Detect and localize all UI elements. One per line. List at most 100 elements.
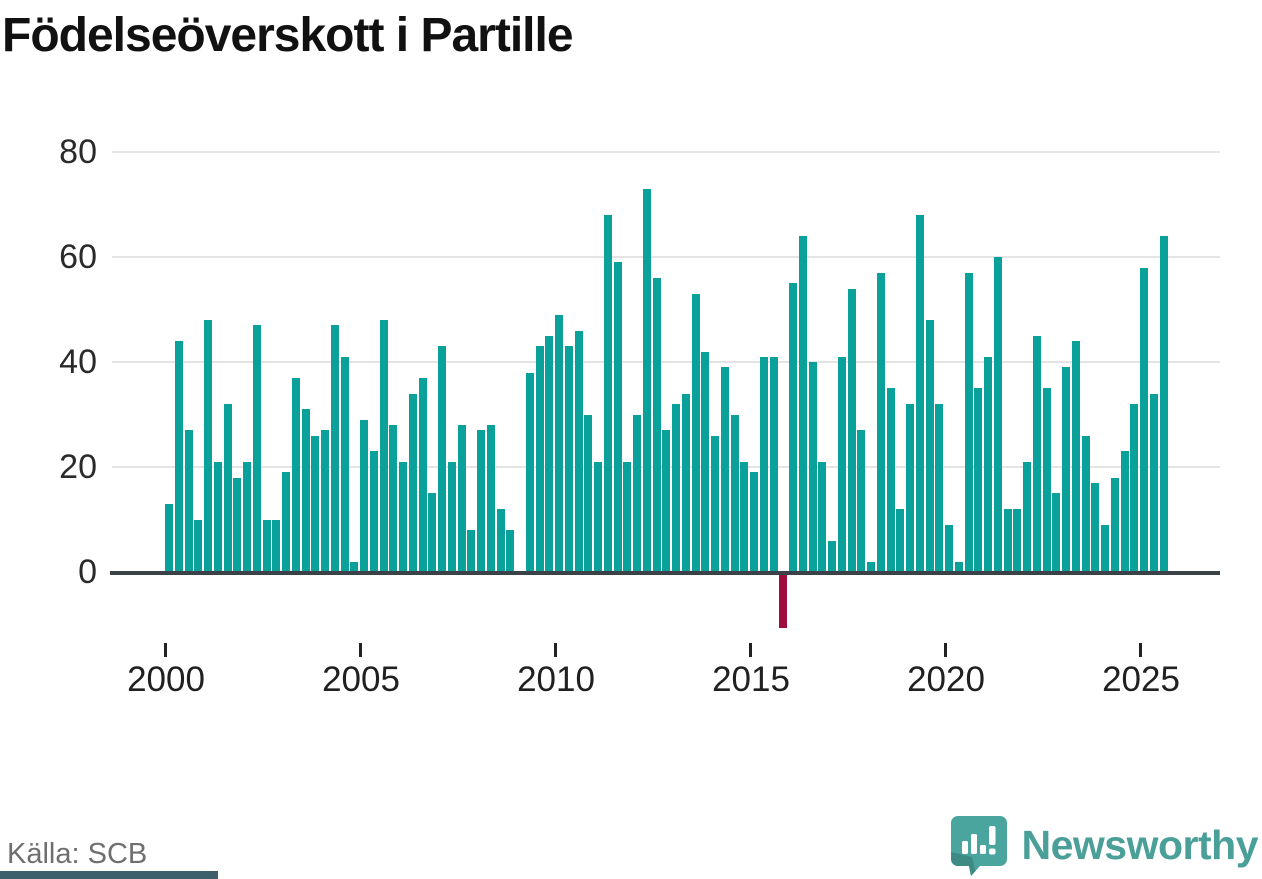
y-axis-label-80: 80 (59, 133, 97, 171)
bar-2011-q2 (603, 215, 612, 572)
bar-2009-q2 (525, 372, 534, 572)
bar-2015-q2 (759, 356, 768, 572)
x-axis-label-2010: 2010 (517, 660, 595, 699)
bar-2017-q2 (837, 356, 846, 572)
bar-2005-q3 (379, 320, 388, 572)
bar-2016-q2 (798, 236, 807, 572)
x-axis-line (110, 570, 1220, 575)
bar-2018-q3 (886, 388, 895, 572)
bar-2014-q1 (711, 435, 719, 572)
y-axis-label-0: 0 (78, 553, 97, 591)
bar-2003-q4 (311, 435, 320, 572)
bar-2004-q4 (350, 561, 359, 572)
bar-2010-q1 (555, 314, 563, 572)
bar-2020-q4 (974, 388, 983, 572)
bar-2003-q2 (291, 377, 300, 572)
bar-2009-q4 (545, 335, 554, 572)
bar-2009-q3 (535, 346, 544, 572)
bar-2005-q2 (369, 451, 378, 572)
footer-strip (0, 871, 218, 879)
bar-2001-q3 (223, 404, 232, 572)
x-axis-tick-2015 (749, 643, 752, 657)
y-axis-label-60: 60 (59, 238, 97, 276)
bar-2007-q1 (438, 346, 446, 572)
bar-2019-q4 (935, 404, 944, 572)
bar-2010-q3 (574, 330, 583, 572)
newsworthy-logo-icon (950, 816, 1007, 876)
bar-2025-q2 (1149, 393, 1158, 572)
bar-chart-plot-area: 0 20 40 60 80 2000 2005 2010 2015 2020 2025 (59, 133, 1220, 699)
bar-2006-q3 (418, 377, 427, 572)
bar-2012-q3 (652, 278, 661, 572)
bar-2022-q2 (1032, 335, 1041, 572)
bar-2014-q2 (720, 367, 729, 572)
bar-2004-q3 (340, 356, 349, 572)
bar-2011-q1 (594, 461, 602, 572)
bar-2013-q3 (691, 293, 700, 572)
bar-2025-q3 (1159, 236, 1168, 572)
bar-2022-q3 (1042, 388, 1051, 572)
bar-2020-q1 (945, 524, 953, 572)
bar-2014-q4 (740, 461, 749, 572)
bar-2006-q1 (399, 461, 407, 572)
bar-2012-q4 (662, 430, 671, 572)
bar-2019-q3 (925, 320, 934, 572)
bar-2021-q2 (993, 257, 1002, 572)
bar-2003-q3 (301, 409, 310, 572)
x-axis-label-2005: 2005 (322, 660, 400, 699)
bar-2008-q3 (496, 509, 505, 572)
gridline-y-60 (112, 256, 1220, 258)
bar-2011-q4 (623, 461, 632, 572)
bar-2014-q3 (730, 414, 739, 572)
bar-2001-q1 (204, 320, 212, 572)
bar-2023-q1 (1062, 367, 1070, 572)
bar-2021-q4 (1013, 509, 1022, 572)
bar-2005-q1 (360, 419, 368, 572)
bar-2015-q4 (779, 575, 788, 628)
bar-2011-q3 (613, 262, 622, 572)
bar-2000-q2 (174, 341, 183, 572)
bar-2004-q1 (321, 430, 329, 572)
x-axis-label-2015: 2015 (712, 660, 790, 699)
y-axis-label-40: 40 (59, 343, 97, 381)
bar-2002-q4 (272, 519, 281, 572)
x-axis-label-2025: 2025 (1102, 660, 1180, 699)
bar-2018-q4 (896, 509, 905, 572)
bar-2015-q3 (769, 356, 778, 572)
bar-2023-q2 (1071, 341, 1080, 572)
brand-lockup: Newsworthy (950, 814, 1258, 876)
bar-2001-q2 (213, 461, 222, 572)
gridline-y-40 (112, 361, 1220, 363)
bar-2000-q4 (194, 519, 203, 572)
bar-2000-q1 (165, 503, 173, 572)
x-axis-tick-2020 (944, 643, 947, 657)
x-axis-label-2020: 2020 (907, 660, 985, 699)
bar-2022-q4 (1052, 493, 1061, 572)
bar-2006-q2 (408, 393, 417, 572)
bar-2016-q1 (789, 283, 797, 572)
bar-2016-q3 (808, 362, 817, 572)
bar-2025-q1 (1140, 267, 1148, 572)
x-axis-tick-2005 (359, 643, 362, 657)
x-axis-label-2000: 2000 (127, 660, 205, 699)
bar-2005-q4 (389, 425, 398, 572)
bar-2020-q3 (964, 272, 973, 572)
bar-2017-q3 (847, 288, 856, 572)
bar-2019-q2 (915, 215, 924, 572)
bar-2004-q2 (330, 325, 339, 572)
bar-2008-q4 (506, 530, 515, 572)
bar-2024-q2 (1110, 477, 1119, 572)
bar-2023-q3 (1081, 435, 1090, 572)
bar-2007-q3 (457, 425, 466, 572)
bar-2013-q2 (681, 393, 690, 572)
bar-2021-q3 (1003, 509, 1012, 572)
bar-2007-q4 (467, 530, 476, 572)
bar-2016-q4 (818, 461, 827, 572)
bar-2019-q1 (906, 404, 914, 572)
source-note: Källa: SCB (7, 838, 148, 870)
bar-2017-q4 (857, 430, 866, 572)
bar-2002-q2 (252, 325, 261, 572)
bar-2006-q4 (428, 493, 437, 572)
bar-2018-q1 (867, 561, 875, 572)
